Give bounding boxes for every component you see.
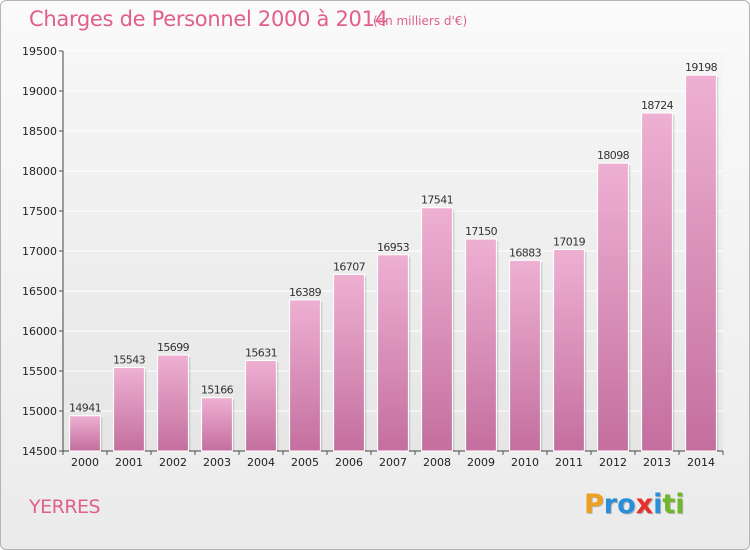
x-tick-label: 2011: [555, 456, 583, 469]
bar-value-label: 15699: [157, 341, 190, 354]
logo-letter: i: [675, 489, 685, 520]
bar-value-label: 17019: [553, 235, 586, 248]
bar: [333, 273, 365, 452]
bar: [641, 112, 673, 452]
bar: [685, 74, 717, 452]
bar-value-label: 14941: [69, 402, 101, 415]
bar: [69, 415, 101, 452]
x-tick-label: 2002: [159, 456, 187, 469]
x-tick-label: 2005: [291, 456, 319, 469]
y-tick-label: 17500: [22, 205, 57, 218]
x-tick-label: 2000: [71, 456, 99, 469]
bar-value-label: 15631: [245, 347, 277, 360]
x-tick-label: 2006: [335, 456, 363, 469]
x-tick-label: 2012: [599, 456, 627, 469]
x-tick-label: 2010: [511, 456, 539, 469]
bar-value-label: 15166: [201, 384, 234, 397]
bar-value-label: 16389: [289, 286, 322, 299]
bar: [553, 248, 585, 452]
y-tick-label: 19500: [22, 45, 57, 58]
y-tick-label: 17000: [22, 245, 57, 258]
logo-letter: P: [584, 489, 604, 520]
bar-value-label: 17541: [421, 194, 453, 207]
y-tick-label: 18500: [22, 125, 57, 138]
bar: [465, 238, 497, 452]
y-tick-label: 14500: [22, 445, 57, 458]
x-tick-label: 2009: [467, 456, 495, 469]
x-tick-label: 2001: [115, 456, 143, 469]
bar-value-label: 15543: [113, 354, 146, 367]
bar: [289, 299, 321, 452]
x-tick-label: 2008: [423, 456, 451, 469]
chart-subtitle: (en milliers d'€): [373, 14, 468, 28]
logo-letter: x: [635, 489, 654, 520]
bar: [421, 207, 453, 452]
x-tick-label: 2003: [203, 456, 231, 469]
logo-letter: i: [653, 489, 663, 520]
x-tick-label: 2013: [643, 456, 671, 469]
bar: [201, 397, 233, 452]
logo-letter: r: [603, 489, 618, 520]
bar: [509, 259, 541, 452]
y-tick-label: 19000: [22, 85, 57, 98]
bar-value-label: 17150: [465, 225, 498, 238]
bar-value-label: 16883: [509, 246, 542, 259]
y-tick-label: 15000: [22, 405, 57, 418]
x-tick-label: 2004: [247, 456, 275, 469]
place-name: YERRES: [29, 496, 101, 518]
chart-title: Charges de Personnel 2000 à 2014: [29, 7, 388, 31]
y-tick-label: 18000: [22, 165, 57, 178]
y-tick-label: 16500: [22, 285, 57, 298]
bar-value-label: 16953: [377, 241, 410, 254]
bar-value-label: 19198: [685, 61, 718, 74]
bar-value-label: 18724: [641, 99, 674, 112]
logo-letter: o: [617, 489, 636, 520]
logo-letter: t: [662, 489, 676, 520]
bar: [597, 162, 629, 452]
y-tick-label: 16000: [22, 325, 57, 338]
proxiti-logo: Proxiti: [584, 489, 685, 520]
bar: [113, 367, 145, 452]
y-tick-label: 15500: [22, 365, 57, 378]
x-tick-label: 2007: [379, 456, 407, 469]
bar: [377, 254, 409, 452]
x-tick-label: 2014: [687, 456, 715, 469]
bar-value-label: 18098: [597, 149, 630, 162]
bar: [157, 354, 189, 452]
bar: [245, 360, 277, 452]
bar-value-label: 16707: [333, 260, 366, 273]
